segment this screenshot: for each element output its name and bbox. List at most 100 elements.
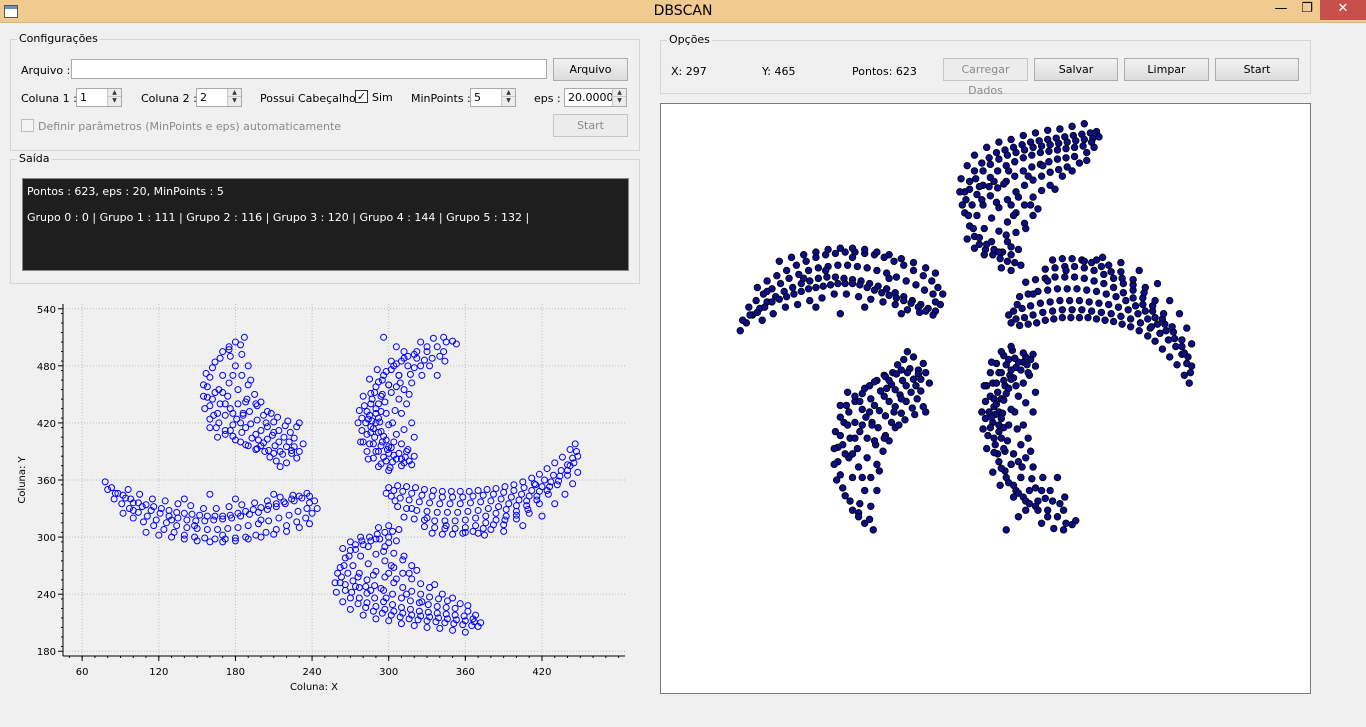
canvas-point [1007, 266, 1015, 275]
scatter-point [271, 442, 279, 450]
scatter-point [237, 341, 245, 349]
spin-up-icon[interactable]: ▲ [228, 89, 241, 97]
canvas-point [995, 427, 1003, 436]
spin-down-icon[interactable]: ▼ [112, 97, 117, 104]
scatter-point [442, 522, 450, 530]
canvas-point [1083, 156, 1091, 165]
spin-down-icon[interactable]: ▼ [232, 97, 237, 104]
canvas-point [987, 214, 996, 222]
scatter-point [389, 601, 397, 609]
canvas-point [992, 400, 1001, 408]
canvas-point [1009, 307, 1018, 315]
spin-down-icon[interactable]: ▼ [506, 97, 511, 104]
scatter-point [408, 379, 416, 387]
canvas-point [1017, 261, 1025, 269]
scatter-point [124, 486, 132, 494]
canvas-points[interactable] [661, 104, 1310, 693]
scatter-point [143, 512, 151, 520]
canvas-point [1022, 506, 1030, 514]
scatter-point [396, 379, 404, 387]
canvas-point [812, 283, 820, 292]
scatter-point [426, 584, 434, 592]
salvar-button[interactable]: Salvar [1034, 58, 1118, 81]
minpoints-stepper[interactable]: ▲ ▼ [501, 89, 515, 106]
canvas-point [989, 468, 997, 476]
canvas-point [1007, 366, 1015, 374]
canvas-point [1031, 484, 1040, 492]
scatter-point [392, 343, 400, 351]
close-button[interactable]: ✕ [1320, 0, 1366, 20]
canvas-point [1048, 307, 1057, 315]
opcoes-start-button[interactable]: Start [1215, 58, 1299, 81]
coluna1-spinbox[interactable]: 1 ▲ ▼ [76, 88, 122, 107]
minimize-button[interactable]: — [1274, 1, 1288, 16]
canvas-point [1062, 266, 1070, 275]
scatter-point [240, 333, 248, 341]
auto-params-checkbox[interactable] [21, 119, 34, 132]
canvas-point [1024, 434, 1032, 442]
coluna1-stepper[interactable]: ▲ ▼ [107, 89, 121, 106]
scatter-point [443, 508, 451, 516]
scatter-point [403, 400, 411, 408]
spin-up-icon[interactable]: ▲ [613, 89, 626, 97]
scatter-point [231, 495, 239, 503]
scatter-point [397, 594, 405, 602]
drawing-canvas[interactable] [660, 103, 1311, 694]
scatter-point [210, 516, 218, 524]
scatter-point [385, 449, 393, 457]
canvas-point [1011, 158, 1019, 166]
canvas-point [768, 298, 776, 306]
canvas-point [1109, 317, 1118, 326]
canvas-point [1007, 342, 1015, 351]
scatter-point [551, 459, 559, 467]
scatter-point [423, 343, 431, 351]
scatter-point [231, 537, 239, 545]
scatter-point [543, 486, 551, 494]
scatter-point [152, 516, 160, 524]
scatter-point [306, 520, 314, 528]
x-readout: X: 297 [671, 65, 707, 78]
coluna2-spinbox[interactable]: 2 ▲ ▼ [196, 88, 242, 107]
scatter-point [380, 432, 388, 440]
carregar-dados-button[interactable]: Carregar Dados [943, 58, 1028, 97]
canvas-point [858, 473, 866, 482]
scatter-point [257, 533, 265, 541]
canvas-point [880, 434, 888, 442]
arquivo-path-input[interactable] [71, 59, 547, 79]
canvas-point [854, 463, 863, 471]
scatter-point [226, 427, 234, 435]
canvas-point [1061, 273, 1069, 281]
eps-stepper[interactable]: ▲ ▼ [612, 89, 626, 106]
scatter-point [403, 483, 411, 491]
minpoints-spinbox[interactable]: 5 ▲ ▼ [470, 88, 516, 107]
limpar-button[interactable]: Limpar [1124, 58, 1209, 81]
scatter-point [118, 500, 126, 508]
canvas-point [870, 401, 879, 410]
canvas-point [858, 421, 866, 429]
canvas-point [868, 421, 876, 429]
config-start-button[interactable]: Start [553, 114, 628, 137]
scatter-point [435, 595, 443, 603]
canvas-point [986, 160, 995, 169]
spin-up-icon[interactable]: ▲ [502, 89, 515, 97]
cabecalho-checkbox[interactable]: ✓ [355, 90, 368, 103]
arquivo-button[interactable]: Arquivo [553, 58, 628, 81]
canvas-point [1187, 362, 1196, 370]
spin-down-icon[interactable]: ▼ [617, 97, 622, 104]
canvas-point [980, 251, 988, 259]
sim-label: Sim [372, 91, 393, 104]
eps-spinbox[interactable]: 20.0000 ▲ ▼ [564, 88, 627, 107]
scatter-point [543, 465, 551, 473]
canvas-point [1051, 273, 1059, 281]
scatter-point [288, 495, 296, 503]
coluna2-stepper[interactable]: ▲ ▼ [227, 89, 241, 106]
canvas-point [978, 196, 986, 204]
scatter-point [224, 525, 232, 533]
scatter-chart: 60 120 180 240 300 360 420 180 240 300 360 420 480 54… [17, 304, 625, 693]
canvas-point [1025, 486, 1034, 495]
spin-up-icon[interactable]: ▲ [108, 89, 121, 97]
canvas-point [1031, 129, 1040, 137]
scatter-point [408, 575, 416, 583]
maximize-button[interactable]: ❐ [1301, 1, 1313, 16]
scatter-point [345, 552, 353, 560]
